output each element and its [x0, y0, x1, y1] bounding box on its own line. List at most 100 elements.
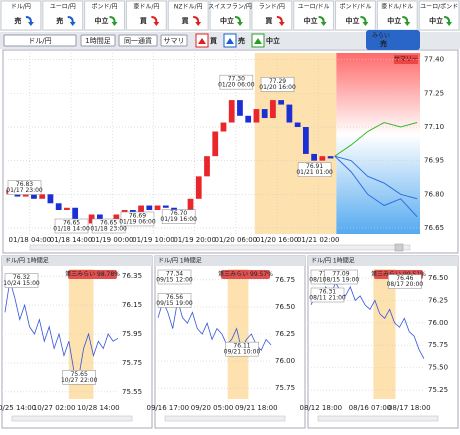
annotation-box — [388, 274, 422, 289]
badge-text: 第三みらい 99.51% — [371, 270, 426, 278]
candle-body — [327, 156, 334, 159]
signal-arrow — [254, 38, 262, 44]
tab-label: 豪ドル/ドル — [381, 3, 413, 11]
currency-tab[interactable] — [376, 0, 418, 31]
mini-title: ドル/円 1時間足 — [5, 257, 49, 265]
currency-tab[interactable] — [0, 0, 42, 31]
annotation-box — [120, 211, 155, 227]
x-tick-label: 01/20 06:00 — [215, 236, 258, 244]
mini-scrollbar[interactable] — [317, 415, 439, 422]
tab-label: ユーロ/ドル — [298, 4, 330, 11]
y-tick-label: 76.35 — [122, 272, 142, 280]
badge-text: 第三みらい 99.57% — [218, 270, 273, 278]
tab-label: ランド/円 — [259, 4, 285, 11]
signal-legend: 売 — [238, 36, 245, 45]
y-tick-label: 75.75 — [428, 341, 448, 349]
mini-header — [155, 256, 305, 266]
candle-body — [245, 115, 252, 123]
badge — [68, 270, 117, 279]
mirai-button[interactable] — [366, 30, 420, 50]
candle-body — [187, 198, 194, 211]
timeframe-select[interactable] — [80, 34, 116, 47]
annotation-box — [54, 218, 89, 234]
signal-icon — [360, 16, 369, 26]
signal-legend: 買 — [209, 36, 218, 45]
y-tick-label: 76.15 — [122, 301, 142, 309]
annotation-box — [157, 269, 192, 285]
mini-scrollbar[interactable] — [164, 415, 286, 422]
y-tick-label: 76.65 — [424, 224, 444, 232]
candle-body — [204, 156, 210, 177]
signal-icon — [193, 16, 202, 26]
annotation-time: 08/15 19:00 — [323, 277, 360, 284]
badge — [221, 270, 270, 279]
y-tick-label: 77.25 — [424, 89, 444, 97]
signal-icon — [25, 16, 34, 26]
candle-body — [162, 205, 169, 208]
signal-icon — [318, 16, 327, 26]
tab-signal: 買 — [181, 16, 190, 25]
candle-body — [88, 214, 95, 224]
annotation-value: 76.70 — [170, 210, 187, 217]
candle-body — [228, 100, 235, 123]
annotation-value: 76.91 — [306, 163, 323, 170]
pair-select[interactable] — [3, 34, 77, 47]
x-tick-label: 01/19 10:00 — [132, 236, 175, 244]
candle-body — [39, 194, 46, 199]
tab-label: NZドル/円 — [174, 4, 203, 11]
pair-select-text: ドル/円 — [28, 37, 51, 45]
annotation-time: 01/19 06:00 — [119, 218, 156, 225]
currency-tab[interactable] — [84, 0, 125, 31]
forecast-line — [334, 155, 418, 218]
scroll-thumb[interactable] — [394, 243, 404, 252]
annotation-time: 09/15 12:00 — [156, 277, 193, 284]
x-tick-label: 08/17 18:00 — [388, 404, 431, 412]
annotation-time: 10/27 22:00 — [61, 377, 98, 384]
currency-tab[interactable] — [335, 0, 376, 31]
mirai-label: みらい — [372, 33, 390, 40]
mirai-signal: 売 — [380, 39, 387, 48]
forecast-line — [334, 121, 418, 157]
tab-signal: 中立 — [387, 16, 401, 25]
scrollbar[interactable] — [29, 244, 411, 251]
tab-signal: 買 — [264, 16, 273, 25]
annotation-box — [310, 287, 345, 303]
y-tick-label: 77.10 — [424, 123, 444, 131]
y-tick-label: 75.75 — [122, 359, 142, 367]
currency-tab[interactable] — [418, 0, 460, 31]
tab-label: ドル/円 — [11, 4, 31, 11]
x-tick-label: 01/19 00:00 — [91, 236, 134, 244]
y-tick-label: 75.50 — [428, 364, 448, 372]
tab-signal: 買 — [139, 16, 148, 25]
y-tick-label: 75.25 — [428, 386, 448, 394]
x-tick-label: 08/12 18:00 — [300, 404, 343, 412]
currency-tab[interactable] — [125, 0, 167, 31]
annotation-box — [7, 180, 42, 195]
forecast-tag — [394, 55, 418, 64]
tab-label: ユーロ/ポンド — [420, 3, 458, 11]
y-tick-label: 76.75 — [275, 276, 295, 284]
currency-tab[interactable] — [209, 0, 251, 31]
annotation-box — [219, 74, 254, 90]
currency-tab[interactable] — [167, 0, 209, 31]
y-tick-label: 76.50 — [275, 303, 295, 311]
annotation-value: 76.31 — [319, 289, 336, 296]
candle-body — [31, 192, 37, 199]
mini-title: ドル/円 1時間足 — [158, 257, 202, 265]
currency-tab[interactable] — [293, 0, 335, 31]
summary-button[interactable] — [160, 34, 188, 47]
signal-icon — [67, 16, 76, 26]
annotation-box — [62, 370, 96, 385]
currency-tab[interactable] — [42, 0, 84, 31]
annotation-time: 01/17 23:00 — [6, 187, 43, 194]
currency-tab[interactable] — [251, 0, 293, 31]
badge-text: 第三みらい 98.78% — [65, 270, 120, 278]
tab-signal: 中立 — [220, 16, 234, 25]
mode-select[interactable] — [118, 34, 158, 47]
tab-signal: 中立 — [345, 16, 359, 25]
annotation-value: 76.32 — [13, 274, 30, 281]
forecast-zone — [336, 53, 420, 234]
tab-signal: 売 — [56, 16, 63, 25]
mini-scrollbar[interactable] — [11, 415, 133, 422]
